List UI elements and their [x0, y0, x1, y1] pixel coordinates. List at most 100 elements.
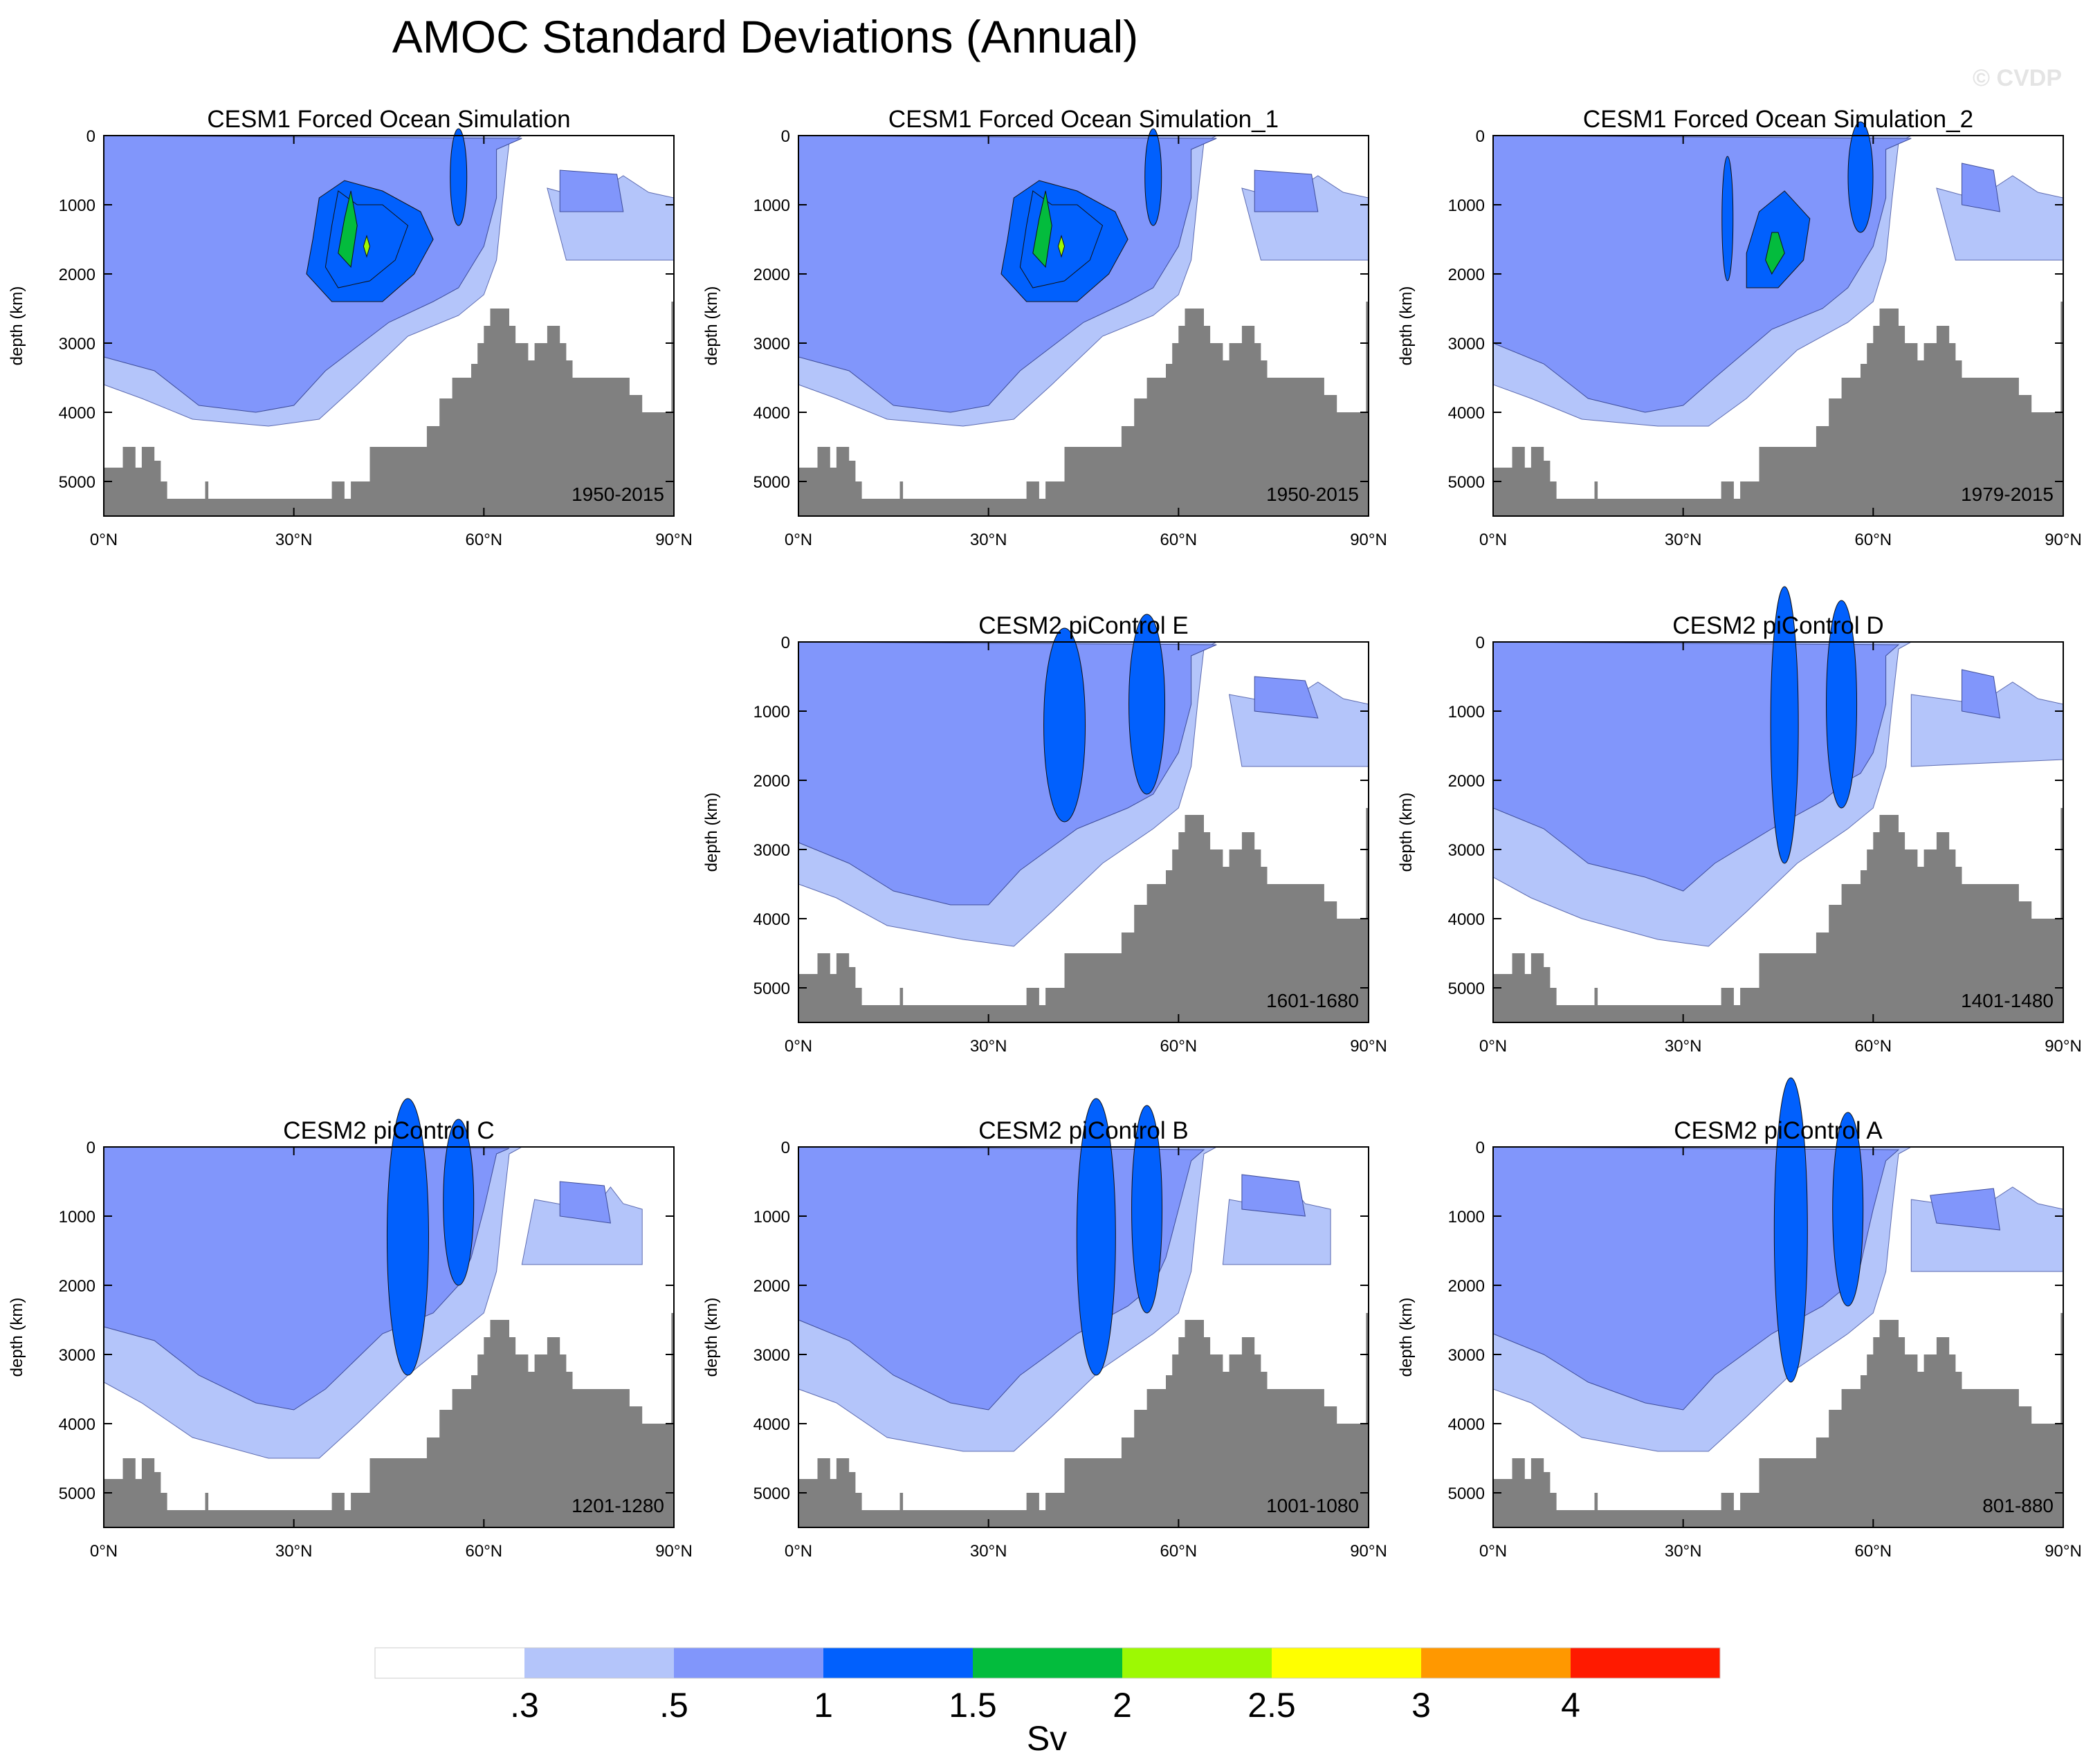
- panel-frame: [798, 641, 1369, 1023]
- panel-period: 1979-2015: [1961, 484, 2054, 505]
- y-axis-label: depth (km): [702, 286, 721, 366]
- y-tick-label: 1000: [59, 196, 95, 215]
- bathymetry-land: [104, 1320, 674, 1527]
- contour-level-1-north: [1847, 121, 1874, 233]
- y-tick-label: 1000: [1448, 703, 1485, 722]
- bathymetry-edge: [2060, 302, 2064, 516]
- x-tick-label: 30°N: [1665, 531, 1702, 549]
- contour-level-2: [1765, 232, 1785, 275]
- bathymetry-edge: [671, 302, 675, 516]
- y-tick-label: 0: [1476, 1139, 1485, 1157]
- colorbar-swatch-6: [1272, 1648, 1421, 1678]
- y-tick-label: 3000: [59, 1346, 95, 1365]
- panel-title: CESM1 Forced Ocean Simulation_2: [1583, 106, 1973, 133]
- contour-north-0.5: [1241, 1174, 1306, 1217]
- x-tick-label: 90°N: [2045, 531, 2082, 549]
- x-tick-label: 0°N: [1479, 531, 1507, 549]
- bathymetry-land: [798, 1320, 1369, 1527]
- y-tick-label: 4000: [753, 404, 790, 423]
- bathymetry-land: [798, 309, 1369, 516]
- panel-2: CESM1 Forced Ocean Simulation_1 1950-2015…: [702, 106, 1387, 549]
- x-tick-label: 0°N: [785, 1037, 812, 1056]
- bathymetry-edge: [1366, 808, 1369, 1022]
- contour-north-0.5: [1254, 676, 1319, 719]
- contour-level-2.5: [1057, 235, 1066, 258]
- contour-level-1-core-1: [386, 1098, 429, 1376]
- y-tick-label: 5000: [1448, 1485, 1485, 1503]
- x-tick-label: 90°N: [2045, 1542, 2082, 1561]
- y-tick-label: 1000: [1448, 1208, 1485, 1226]
- panel-frame: [1492, 641, 2064, 1023]
- bathymetry-land: [1493, 1320, 2063, 1527]
- contour-north-0.5: [559, 169, 624, 212]
- bathymetry-edge: [671, 1313, 675, 1527]
- y-tick-label: 2000: [753, 266, 790, 284]
- bathymetry-edge: [2060, 808, 2064, 1022]
- colorbar-level-label: 1: [814, 1686, 833, 1725]
- panel-title: CESM2 piControl D: [1672, 612, 1883, 639]
- cvdp-watermark: © CVDP: [1973, 65, 2062, 91]
- y-tick-label: 2000: [1448, 266, 1485, 284]
- contour-level-0.5: [1492, 135, 1912, 413]
- y-tick-label: 0: [1476, 127, 1485, 146]
- y-tick-label: 1000: [59, 1208, 95, 1226]
- panel-8: CESM2 piControl A 801-880 0 1000 2000 3000 400…: [1397, 1077, 2082, 1561]
- y-tick-label: 3000: [753, 335, 790, 353]
- y-tick-label: 4000: [753, 1415, 790, 1434]
- contour-level-1-core-2: [1826, 600, 1858, 809]
- x-tick-label: 0°N: [785, 531, 812, 549]
- colorbar-swatch-5: [1122, 1648, 1272, 1678]
- y-tick-label: 0: [781, 634, 790, 652]
- panel-frame: [103, 1146, 675, 1528]
- colorbar-unit-label: Sv: [1027, 1719, 1067, 1758]
- contour-level-2: [338, 190, 358, 268]
- y-tick-label: 5000: [1448, 473, 1485, 492]
- y-axis-label: depth (km): [702, 793, 721, 872]
- colorbar-level-label: 2: [1113, 1686, 1132, 1725]
- x-tick-label: 60°N: [1160, 1542, 1198, 1561]
- y-tick-label: 4000: [59, 1415, 95, 1434]
- colorbar-swatch-7: [1421, 1648, 1571, 1678]
- panel-title: CESM1 Forced Ocean Simulation_1: [888, 106, 1279, 133]
- y-tick-label: 0: [86, 127, 95, 146]
- contour-level-1-core-1: [1773, 1077, 1808, 1383]
- bathymetry-land: [798, 815, 1369, 1022]
- contour-north-0.5: [559, 1181, 612, 1224]
- x-tick-label: 0°N: [90, 531, 118, 549]
- colorbar-frame: [374, 1647, 1721, 1679]
- x-tick-label: 90°N: [1350, 1037, 1387, 1056]
- colorbar-swatch-3: [823, 1648, 973, 1678]
- x-tick-label: 90°N: [655, 1542, 693, 1561]
- x-tick-label: 60°N: [466, 531, 503, 549]
- y-axis-label: depth (km): [1397, 793, 1416, 872]
- y-tick-label: 3000: [1448, 335, 1485, 353]
- panel-frame: [798, 1146, 1369, 1528]
- panel-frame: [798, 135, 1369, 517]
- contour-north-0.5: [1962, 669, 2000, 719]
- colorbar-swatch-0: [375, 1648, 524, 1678]
- x-tick-label: 30°N: [970, 531, 1007, 549]
- y-tick-label: 1000: [753, 196, 790, 215]
- panel-frame: [1492, 135, 2064, 517]
- x-tick-label: 90°N: [2045, 1037, 2082, 1056]
- y-axis-label: depth (km): [702, 1298, 721, 1377]
- panel-period: 801-880: [1982, 1495, 2054, 1516]
- y-tick-label: 3000: [1448, 1346, 1485, 1365]
- panel-title: CESM2 piControl E: [978, 612, 1188, 639]
- x-tick-label: 90°N: [655, 531, 693, 549]
- colorbar-level-label: 3: [1411, 1686, 1431, 1725]
- panel-title: CESM2 piControl A: [1674, 1117, 1883, 1144]
- panel-period: 1601-1680: [1266, 990, 1359, 1011]
- y-tick-label: 2000: [1448, 772, 1485, 791]
- y-tick-label: 2000: [753, 772, 790, 791]
- panel-period: 1950-2015: [572, 484, 664, 505]
- panel-4: CESM2 piControl E 1601-1680 0 1000 2000 3000 4…: [702, 612, 1387, 1056]
- y-axis-label: depth (km): [8, 1298, 26, 1377]
- x-tick-label: 30°N: [970, 1037, 1007, 1056]
- x-tick-label: 30°N: [1665, 1037, 1702, 1056]
- bathymetry-edge: [2060, 1313, 2064, 1527]
- colorbar-swatch-2: [674, 1648, 823, 1678]
- panel-frame: [1492, 1146, 2064, 1528]
- panel-7: CESM2 piControl B 1001-1080 0 1000 2000 3000 4…: [702, 1098, 1387, 1561]
